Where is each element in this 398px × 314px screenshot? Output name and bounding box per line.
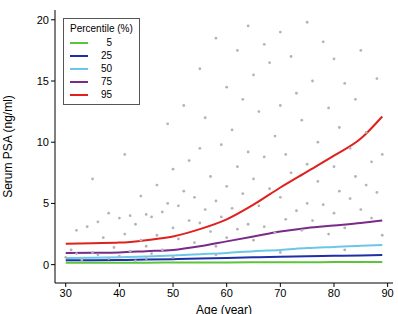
svg-text:15: 15	[37, 75, 49, 87]
svg-text:0: 0	[43, 259, 49, 271]
html-text:95: 95	[100, 89, 112, 100]
svg-text:40: 40	[113, 287, 125, 299]
html-text:Percentile (%): Percentile (%)	[70, 23, 133, 34]
svg-text:Age (year): Age (year)	[196, 303, 252, 314]
svg-text:20: 20	[37, 14, 49, 26]
svg-text:10: 10	[37, 136, 49, 148]
html-text:5: 5	[106, 37, 112, 48]
svg-text:70: 70	[274, 287, 286, 299]
svg-text:80: 80	[328, 287, 340, 299]
svg-text:5: 5	[43, 197, 49, 209]
svg-text:90: 90	[382, 287, 390, 299]
html-text:50: 50	[100, 63, 112, 74]
svg-text:50: 50	[167, 287, 179, 299]
html-text:75: 75	[100, 76, 112, 87]
svg-text:Serum PSA (ng/ml): Serum PSA (ng/ml)	[8, 95, 15, 198]
svg-text:60: 60	[221, 287, 233, 299]
html-text:25: 25	[100, 50, 112, 61]
svg-text:30: 30	[60, 287, 72, 299]
